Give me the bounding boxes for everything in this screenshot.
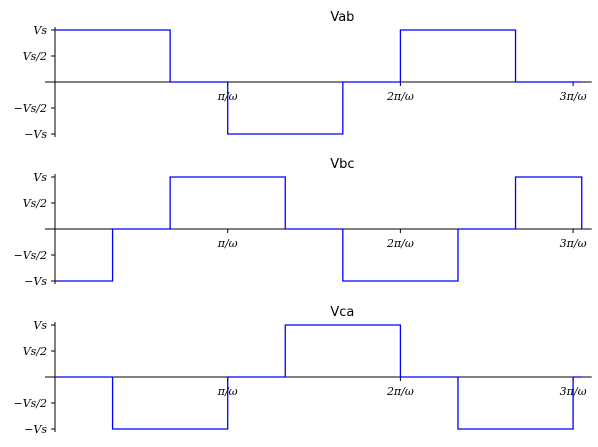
y-tick-label: Vs (33, 24, 47, 37)
waveform-line (55, 176, 583, 282)
subplot-vbc: Vbc Vs Vs/2 −Vs/2 −Vs π/ω 2π/ω 3π/ω (13, 157, 592, 288)
y-tick-label: Vs (33, 171, 47, 184)
x-tick-label: π/ω (217, 237, 238, 250)
y-tick-label: Vs/2 (23, 50, 47, 63)
x-tick-label: 3π/ω (560, 237, 587, 250)
waveform-line (55, 29, 582, 135)
subplot-title: Vab (330, 10, 354, 25)
y-tick-label: −Vs (24, 423, 47, 436)
y-tick-label: Vs/2 (23, 197, 47, 210)
y-tick-label: −Vs/2 (13, 397, 47, 410)
waveform-line (55, 324, 582, 430)
y-tick-label: −Vs (24, 128, 47, 141)
y-tick-label: Vs (33, 319, 47, 332)
x-tick-label: 2π/ω (386, 385, 414, 398)
y-tick-label: Vs/2 (23, 345, 47, 358)
y-tick-label: −Vs/2 (13, 249, 47, 262)
x-tick-label: 2π/ω (386, 90, 414, 103)
y-tick-label: −Vs/2 (13, 102, 47, 115)
x-tick-label: 2π/ω (386, 237, 414, 250)
subplot-title: Vca (330, 305, 354, 320)
y-tick-label: −Vs (24, 275, 47, 288)
subplot-title: Vbc (330, 157, 354, 172)
x-tick-label: 3π/ω (560, 90, 587, 103)
